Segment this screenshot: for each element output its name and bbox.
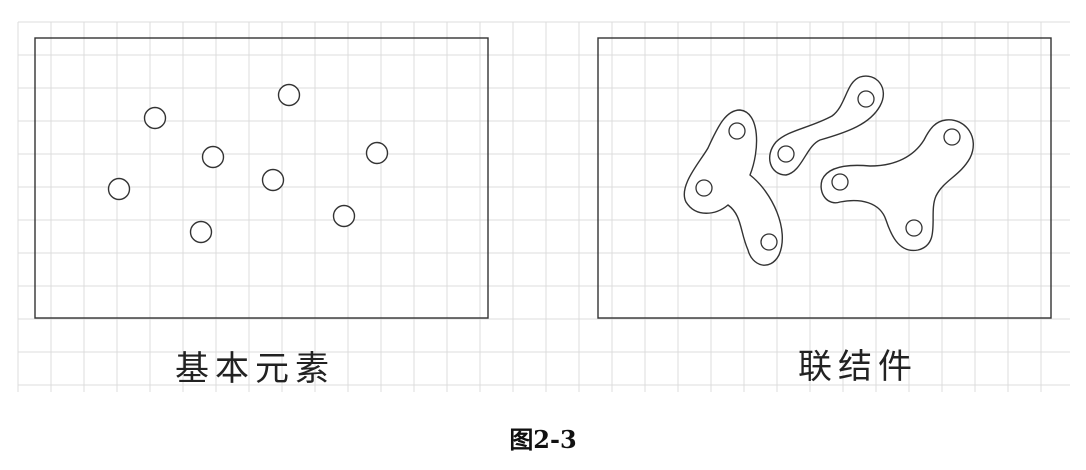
node-circle <box>777 145 795 163</box>
linked-shape <box>820 119 975 252</box>
node-circle <box>728 122 746 140</box>
element-circle <box>277 83 301 107</box>
node-circle <box>857 90 875 108</box>
node-circle <box>695 179 713 197</box>
panel-label-right: 联结件 <box>798 347 918 387</box>
panel-frame-left <box>34 37 489 319</box>
element-circle <box>365 141 389 165</box>
linked-shape <box>683 109 784 266</box>
element-circle <box>332 204 356 228</box>
element-circle <box>201 145 225 169</box>
node-circle <box>831 173 849 191</box>
element-circle <box>107 177 131 201</box>
figure-caption: 图2-3 <box>509 425 577 454</box>
element-circle <box>143 106 167 130</box>
linked-shape <box>768 75 885 176</box>
node-circle <box>905 219 923 237</box>
panel-label-left: 基本元素 <box>175 349 335 389</box>
panel-linked-pieces: 联结件 <box>597 37 1052 387</box>
node-circle <box>760 233 778 251</box>
panel-basic-elements: 基本元素 <box>34 37 489 389</box>
node-circle <box>943 128 961 146</box>
element-circle <box>189 220 213 244</box>
element-circle <box>261 168 285 192</box>
panel-frame-right <box>597 37 1052 319</box>
